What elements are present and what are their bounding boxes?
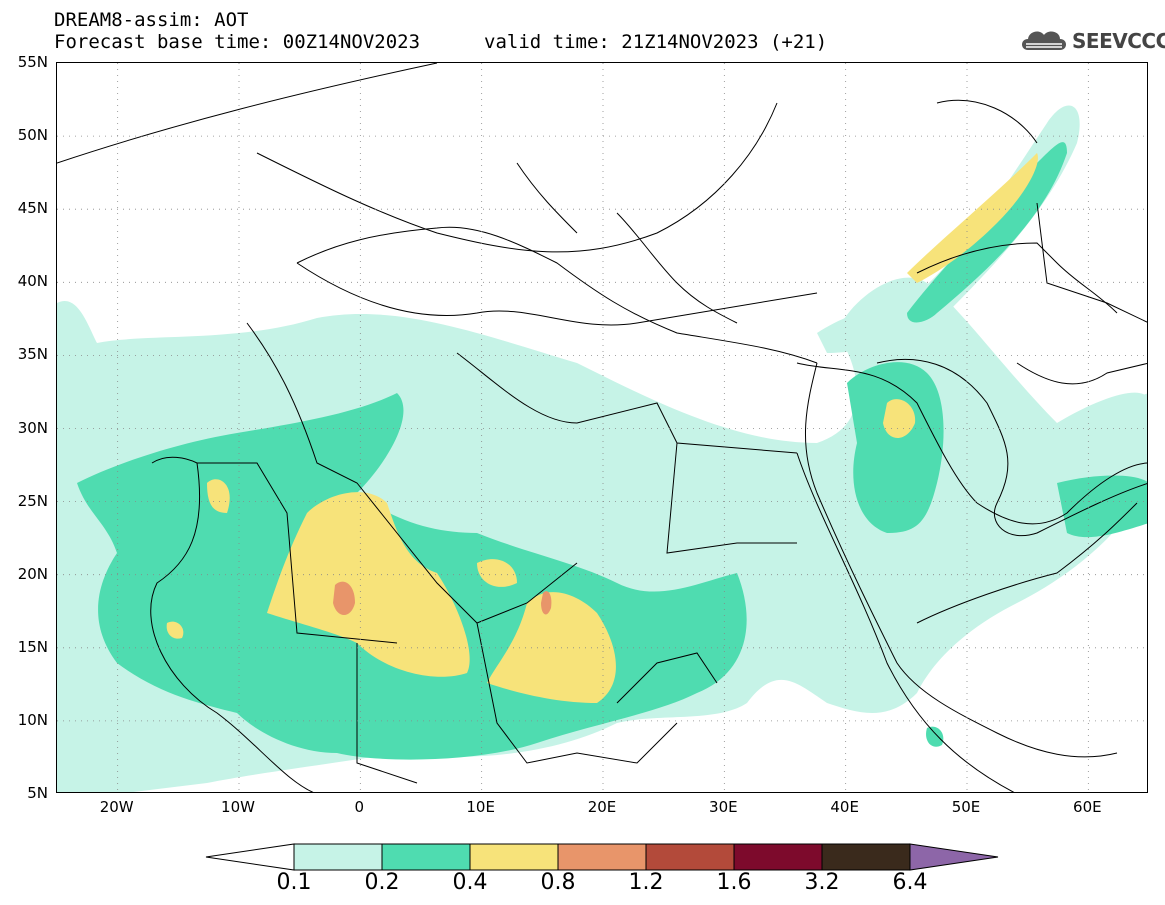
colorbar-cell (469, 843, 559, 871)
lon-tick-label: 10E (466, 798, 495, 816)
colorbar-tick-label: 0.1 (276, 870, 312, 895)
lat-tick-label: 50N (17, 126, 48, 145)
lon-tick-label: 20E (587, 798, 617, 816)
lat-tick-label: 25N (17, 491, 48, 510)
colorbar-tick-label: 0.2 (364, 870, 400, 895)
lon-tick-label: 60E (1073, 798, 1102, 816)
colorbar-cell (645, 843, 735, 871)
lat-tick-label: 15N (17, 637, 48, 656)
chart-title: DREAM8-assim: AOT (54, 9, 249, 31)
map-canvas (57, 63, 1147, 792)
coastlines (150, 99, 1147, 792)
lat-tick-label: 40N (17, 272, 48, 291)
colorbar-tick-label: 6.4 (892, 870, 928, 895)
lat-tick-label: 45N (17, 199, 48, 218)
lon-tick-label: 40E (830, 798, 859, 816)
colorbar-over-triangle (909, 843, 999, 871)
logo-text: SEEVCCC (1072, 29, 1165, 53)
lat-tick-label: 55N (17, 53, 48, 71)
colorbar-tick-label: 3.2 (804, 870, 840, 895)
lon-tick-label: 20W (99, 798, 134, 816)
colorbar-cell (733, 843, 823, 871)
lon-tick-label: 10W (221, 798, 255, 816)
colorbar-tick-label: 0.8 (540, 870, 576, 895)
lat-tick-label: 35N (17, 345, 48, 364)
lat-tick-label: 20N (17, 564, 48, 583)
colorbar-cell (381, 843, 471, 871)
lat-tick-label: 30N (17, 418, 48, 437)
graticule (57, 63, 1147, 792)
colorbar-tick-label: 1.2 (628, 870, 664, 895)
colorbar-cell (821, 843, 911, 871)
aot-0.4-0.8-field (166, 153, 1038, 703)
aot-0.8-1.2-field (333, 581, 552, 615)
lon-tick-label: 0 (354, 798, 365, 816)
colorbar-cell (557, 843, 647, 871)
valid-time: valid time: 21Z14NOV2023 (+21) (484, 31, 828, 53)
colorbar-tick-label: 1.6 (716, 870, 752, 895)
colorbar (205, 843, 999, 871)
colorbar-cell (293, 843, 383, 871)
lat-tick-label: 10N (17, 710, 48, 729)
country-borders (57, 63, 1147, 792)
seevccc-logo: SEEVCCC (1018, 24, 1165, 58)
colorbar-under-triangle (205, 843, 295, 871)
lon-tick-label: 50E (951, 798, 981, 816)
lat-tick-label: 5N (27, 784, 48, 802)
lon-tick-label: 30E (709, 798, 738, 816)
forecast-base-time: Forecast base time: 00Z14NOV2023 (54, 31, 421, 53)
colorbar-tick-label: 0.4 (452, 870, 488, 895)
cloud-logo-icon (1022, 31, 1066, 50)
aot-map (56, 62, 1148, 793)
